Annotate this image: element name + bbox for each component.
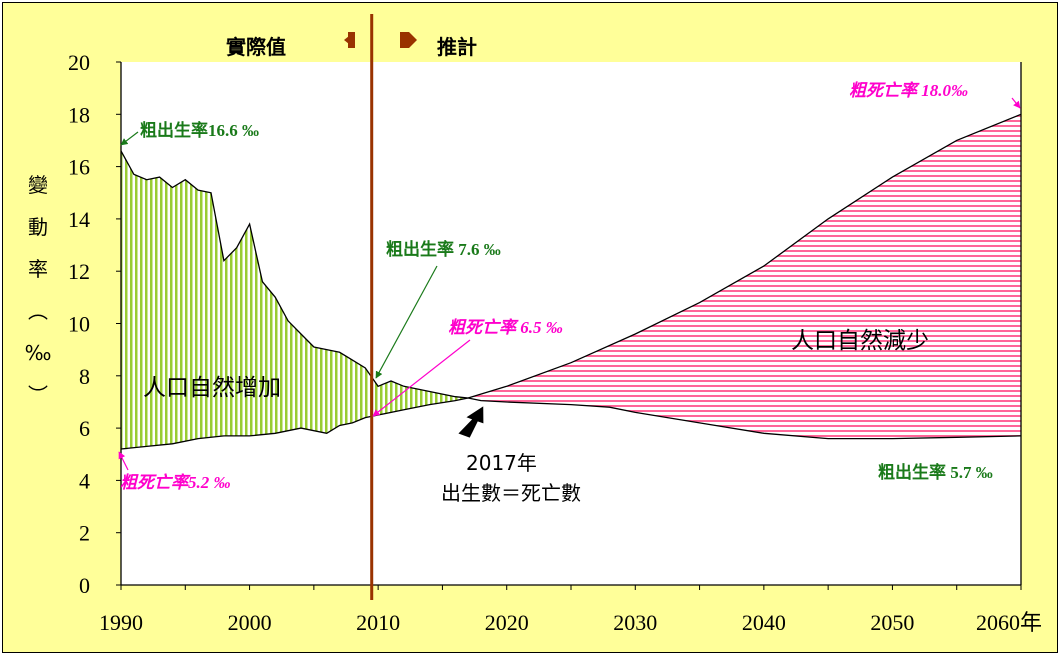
birth-rate-1990-label: 粗出生率16.6 ‰	[140, 120, 259, 140]
y-axis-label-char: ‰	[25, 341, 52, 365]
crossover-arrow-icon	[458, 406, 484, 438]
legend-actual-label: 實際值	[226, 35, 286, 59]
y-tick-label: 8	[79, 364, 90, 389]
y-tick-label: 14	[68, 207, 90, 232]
x-tick-label: 2040	[742, 610, 786, 635]
y-axis-ticks: 0 2 4 6 8 10 12 14 16 18 20	[68, 50, 121, 598]
crossover-year-label: 2017年	[466, 451, 537, 475]
death-1990-arrow	[118, 451, 129, 471]
x-tick-label: 2050	[870, 610, 914, 635]
x-tick-label: 2000	[228, 610, 272, 635]
x-tick-label: 2060年	[976, 610, 1042, 635]
death-rate-1990-label: 粗死亡率5.2 ‰	[120, 473, 231, 492]
y-axis-label-char: ︵	[28, 299, 48, 323]
birth-rate-line	[120, 150, 1022, 440]
y-tick-label: 2	[79, 521, 90, 546]
y-tick-label: 4	[79, 468, 90, 493]
y-axis-label: 變動率 ︵ ‰ ︶	[25, 173, 52, 407]
birth-rate-2060-label: 粗出生率 5.7 ‰	[878, 462, 993, 482]
legend-projected-label: 推計	[437, 35, 477, 59]
y-tick-label: 18	[68, 102, 90, 127]
y-axis-label-char: ︶	[28, 383, 48, 407]
y-axis-label-char: 變	[28, 173, 48, 197]
y-axis-label-char: 率	[28, 257, 48, 281]
x-tick-label: 2010	[356, 610, 400, 635]
birth-rate-2010-label: 粗出生率 7.6 ‰	[386, 239, 501, 259]
death-rate-line	[120, 113, 1022, 450]
y-tick-label: 20	[68, 50, 90, 75]
crossover-text-label: 出生數＝死亡數	[441, 481, 581, 505]
death-rate-2060-label: 粗死亡率 18.0‰	[849, 81, 968, 100]
birth-2010-arrow	[375, 265, 438, 379]
death-2060-arrow	[1011, 97, 1021, 109]
death-rate-2010-label: 粗死亡率 6.5 ‰	[448, 318, 563, 337]
death-2010-arrow	[372, 339, 471, 417]
y-tick-label: 12	[68, 259, 90, 284]
x-axis-ticks: 1990 2000 2010 2020 2030 2040 2050 2060年	[99, 585, 1042, 635]
x-tick-label: 2030	[613, 610, 657, 635]
birth-1990-arrow	[120, 131, 139, 146]
legend-actual-icon	[344, 32, 355, 48]
x-tick-label: 1990	[99, 610, 143, 635]
y-axis-label-char: 動	[28, 215, 48, 239]
x-tick-label: 2020	[485, 610, 529, 635]
y-tick-label: 10	[68, 312, 90, 337]
natural-decrease-area	[468, 114, 1022, 439]
natural-increase-area	[121, 150, 469, 449]
legend-projected-icon	[400, 32, 417, 48]
y-tick-label: 16	[68, 155, 90, 180]
natural-increase-label: 人口自然增加	[143, 375, 281, 401]
natural-decrease-label: 人口自然減少	[791, 328, 929, 354]
y-tick-label: 6	[79, 416, 90, 441]
y-tick-label: 0	[79, 573, 90, 598]
